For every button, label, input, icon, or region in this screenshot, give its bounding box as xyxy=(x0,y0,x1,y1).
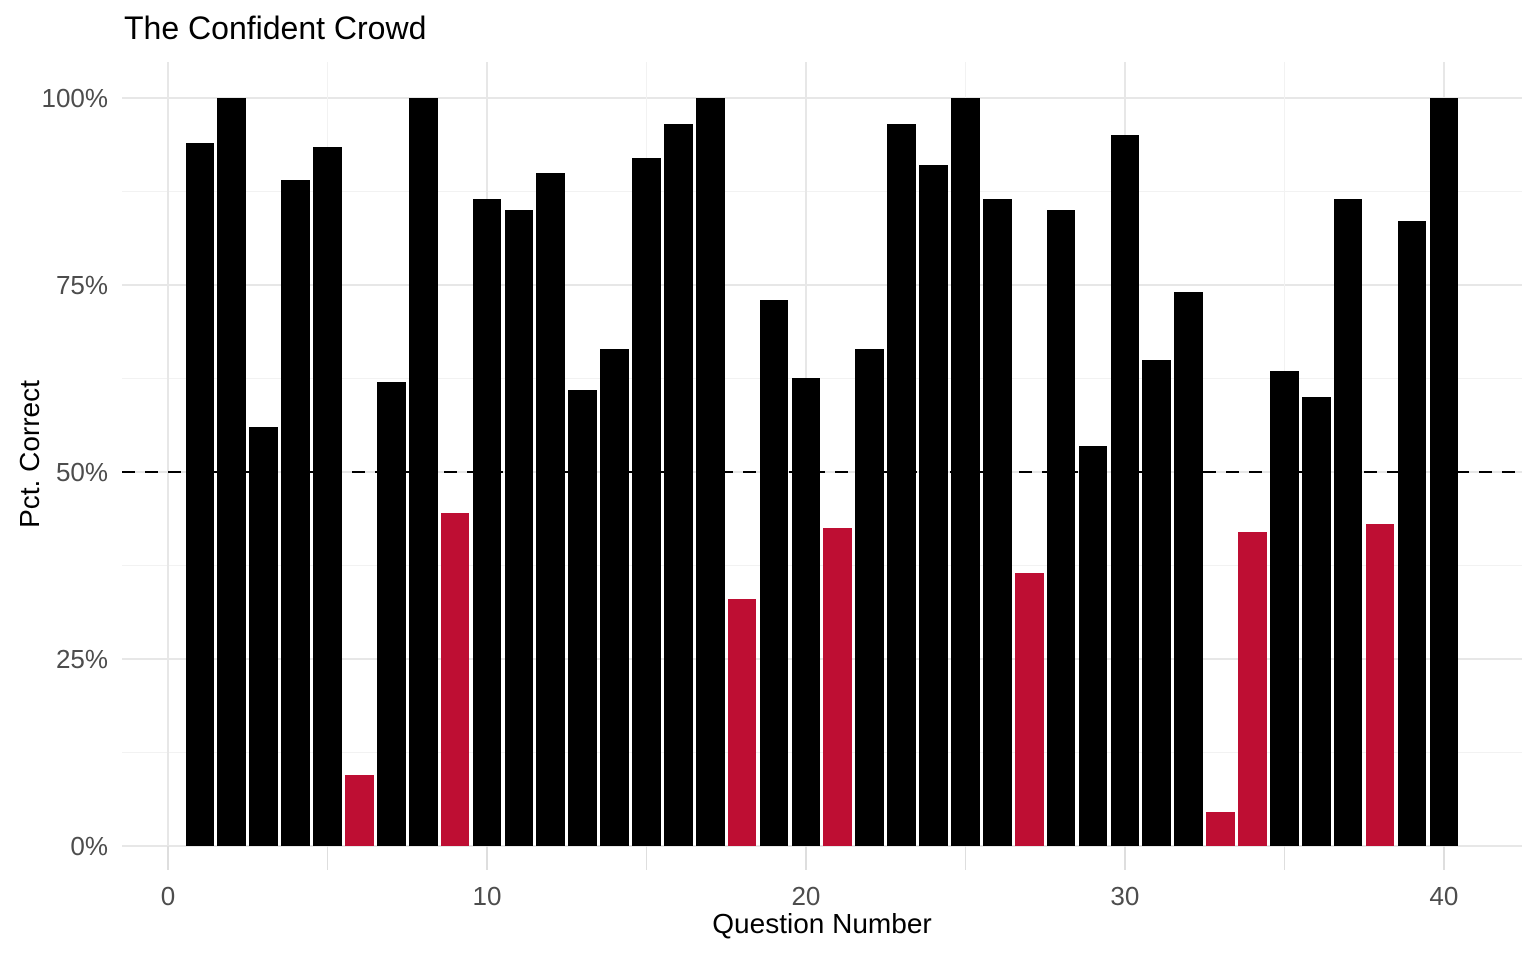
x-axis-title: Question Number xyxy=(712,908,932,939)
bar-question-4 xyxy=(281,180,310,846)
bar-question-10 xyxy=(472,198,502,846)
bar-question-20 xyxy=(791,378,821,846)
bar-question-6 xyxy=(345,774,374,846)
x-tick-label: 0 xyxy=(160,881,176,911)
bar-question-33 xyxy=(1206,812,1235,846)
plot-panel xyxy=(122,62,1522,870)
y-major-gridline xyxy=(122,845,1522,847)
reference-line-50pct xyxy=(122,470,1522,473)
bar-question-21 xyxy=(823,528,853,846)
bar-question-22 xyxy=(855,348,885,846)
y-major-gridline xyxy=(122,658,1522,660)
bar-question-27 xyxy=(1014,572,1044,846)
x-axis-tick xyxy=(1283,846,1286,870)
bar-question-28 xyxy=(1046,210,1076,846)
x-tick-label: 20 xyxy=(791,881,821,911)
bar-question-30 xyxy=(1110,135,1140,846)
chart-title: The Confident Crowd xyxy=(124,10,427,46)
bar-question-7 xyxy=(376,382,406,846)
x-tick-label: 10 xyxy=(472,881,502,911)
bar-question-19 xyxy=(759,299,789,846)
bar-question-24 xyxy=(919,165,948,846)
y-axis-title: Pct. Correct xyxy=(14,380,45,528)
bar-question-15 xyxy=(632,157,661,846)
x-tick-label: 30 xyxy=(1110,881,1140,911)
x-axis-tick xyxy=(1443,846,1445,870)
x-axis-tick xyxy=(645,846,648,870)
bar-question-16 xyxy=(663,124,693,846)
bar-question-34 xyxy=(1238,531,1267,846)
bar-question-5 xyxy=(313,146,342,846)
x-axis-tick xyxy=(805,846,807,870)
bar-question-11 xyxy=(504,210,534,846)
bar-question-13 xyxy=(568,389,597,846)
bar-question-29 xyxy=(1078,445,1108,846)
bar-question-14 xyxy=(600,348,629,846)
bar-question-1 xyxy=(185,142,215,846)
x-axis-tick xyxy=(486,846,488,870)
y-tick-label: 75% xyxy=(55,269,108,300)
y-tick-label: 50% xyxy=(55,456,108,487)
x-axis-tick xyxy=(326,846,329,870)
bar-question-36 xyxy=(1301,397,1331,846)
y-tick-label: 25% xyxy=(55,643,108,674)
bar-question-39 xyxy=(1397,221,1427,846)
bar-question-32 xyxy=(1174,292,1203,846)
y-minor-gridline xyxy=(122,190,1522,192)
bar-question-18 xyxy=(727,599,757,846)
y-tick-label: 100% xyxy=(41,82,109,113)
bar-question-31 xyxy=(1142,359,1172,846)
bar-question-37 xyxy=(1333,198,1363,846)
x-major-gridline xyxy=(167,62,169,846)
bar-question-35 xyxy=(1270,370,1299,846)
y-major-gridline xyxy=(122,284,1522,286)
y-minor-gridline xyxy=(122,751,1522,753)
x-axis-tick xyxy=(1124,846,1126,870)
bar-question-3 xyxy=(249,427,279,846)
bar-question-12 xyxy=(536,172,566,846)
x-axis-tick xyxy=(964,846,967,870)
bar-question-9 xyxy=(440,513,470,846)
bar-question-38 xyxy=(1365,524,1395,846)
bar-question-23 xyxy=(887,124,916,846)
x-axis-tick xyxy=(167,846,169,870)
y-minor-gridline xyxy=(122,564,1522,566)
y-major-gridline xyxy=(122,97,1522,99)
x-tick-label: 40 xyxy=(1429,881,1459,911)
y-tick-label: 0% xyxy=(70,831,108,861)
bar-question-26 xyxy=(982,198,1012,846)
y-minor-gridline xyxy=(122,377,1522,379)
